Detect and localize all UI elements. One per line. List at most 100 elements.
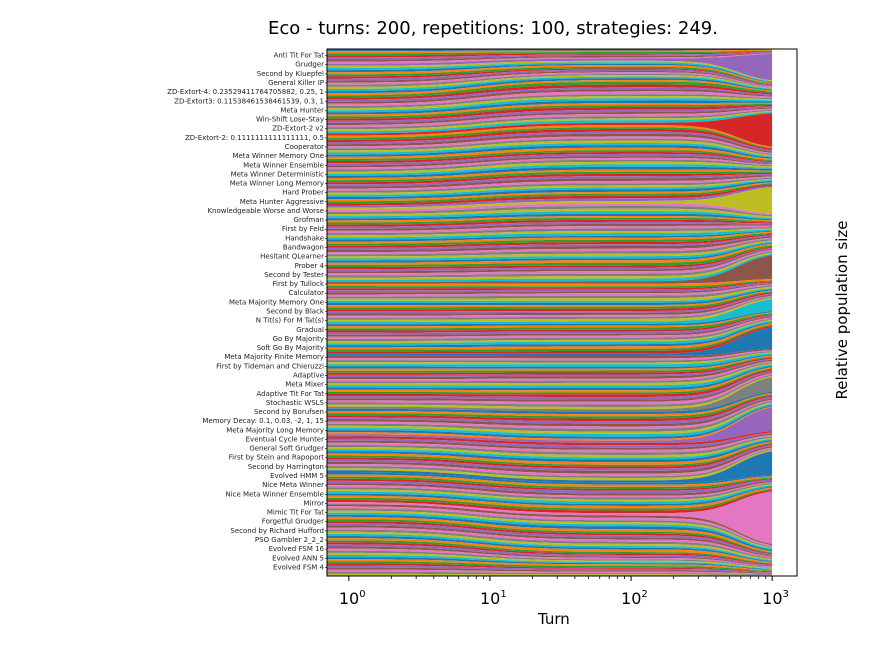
strategy-area (327, 228, 773, 238)
strategy-area (327, 567, 773, 574)
strategy-area (327, 81, 773, 98)
strategy-area (327, 369, 773, 397)
strategy-area (327, 49, 773, 52)
strategy-area (327, 181, 773, 200)
strategy-area (327, 557, 773, 570)
strategy-area (327, 561, 773, 572)
strategy-area (327, 472, 773, 485)
strategy-label: Evolved ANN 5 (272, 554, 324, 562)
strategy-area (327, 147, 773, 161)
strategy-area (327, 98, 773, 113)
strategy-label: Grofman (294, 216, 324, 224)
strategy-area (327, 370, 773, 400)
strategy-label: Hard Prober (282, 189, 324, 197)
strategy-area (327, 127, 773, 149)
strategy-area (327, 102, 773, 117)
strategy-area (327, 373, 773, 405)
strategy-area (327, 546, 773, 567)
strategy-area (327, 84, 773, 100)
strategy-label: Cooperator (285, 143, 324, 151)
strategy-area (327, 176, 773, 191)
strategy-area (327, 352, 773, 365)
strategy-area (327, 432, 773, 448)
strategy-area (327, 312, 773, 329)
strategy-label: Nice Meta Winner Ensemble (226, 490, 325, 498)
strategy-area (327, 182, 773, 202)
strategy-area (327, 286, 773, 301)
strategy-area (327, 128, 773, 151)
strategy-area (327, 542, 773, 565)
strategy-area (327, 106, 773, 123)
strategy-area (327, 166, 773, 178)
strategy-label: Go By Majority (273, 335, 324, 343)
strategy-area (327, 225, 773, 234)
strategy-area (327, 131, 773, 152)
strategy-label: N Tit(s) For M Tat(s) (256, 317, 325, 325)
strategy-area (327, 221, 773, 229)
strategy-area (327, 213, 773, 221)
x-axis-label: Turn (538, 610, 570, 628)
strategy-area (327, 219, 773, 227)
strategy-area (327, 563, 773, 573)
strategy-area (327, 62, 773, 82)
strategy-area (327, 374, 773, 407)
strategy-area (327, 364, 773, 388)
x-tick-label: 103 (762, 589, 789, 608)
strategy-area (327, 371, 773, 402)
strategy-area (327, 111, 773, 134)
strategy-area (327, 109, 773, 130)
strategy-area (327, 50, 773, 56)
strategy-label: Anti Tit For Tat (274, 52, 325, 60)
strategy-area (327, 232, 773, 246)
strategy-area (327, 150, 773, 162)
strategy-area (327, 133, 773, 153)
strategy-area (327, 245, 773, 267)
strategy-area (327, 177, 773, 193)
strategy-area (327, 476, 773, 489)
strategy-label: Adaptive (293, 371, 324, 379)
empty-plot-region (772, 49, 797, 576)
strategy-area (327, 288, 773, 303)
strategy-label: Prober 4 (295, 262, 325, 270)
strategy-label: First by Feld (282, 225, 324, 233)
strategy-area (327, 211, 773, 220)
strategy-area (327, 75, 773, 89)
strategy-area (327, 486, 773, 506)
strategy-area (327, 230, 773, 242)
strategy-area (327, 236, 773, 253)
strategy-area (327, 354, 773, 369)
strategy-area (327, 550, 773, 568)
strategy-area (327, 377, 773, 412)
strategy-label: Meta Majority Finite Memory (224, 353, 324, 361)
strategy-label: Meta Winner Long Memory (230, 180, 324, 188)
strategy-area (327, 353, 773, 367)
strategy-area (327, 54, 773, 81)
strategy-area (327, 237, 773, 255)
strategy-label: Meta Mixer (285, 381, 324, 389)
strategy-area (327, 348, 773, 359)
strategy-area (327, 108, 773, 128)
strategy-area (327, 243, 773, 265)
strategy-label: PSO Gambler 2_2_2 (255, 536, 324, 544)
strategy-area (327, 100, 773, 115)
strategy-area (327, 156, 773, 168)
strategy-area (327, 316, 773, 337)
strategy-area (327, 571, 773, 576)
strategy-area (327, 68, 773, 86)
strategy-area (327, 60, 773, 82)
strategy-area (327, 480, 773, 496)
strategy-label: ZD-Extort3: 0.11538461538461539, 0.3, 1 (174, 97, 324, 105)
strategy-area (327, 239, 773, 257)
strategy-label: Meta Majority Memory One (229, 298, 324, 306)
strategy-area (327, 489, 773, 514)
strategy-area (327, 313, 773, 331)
strategy-area (327, 153, 773, 166)
strategy-label: Calculator (288, 289, 324, 297)
strategy-area (327, 478, 773, 491)
strategy-area (327, 51, 773, 60)
strategy-area (327, 280, 773, 289)
strategy-area (327, 255, 773, 284)
strategy-area (327, 474, 773, 487)
strategy-area (327, 143, 773, 158)
